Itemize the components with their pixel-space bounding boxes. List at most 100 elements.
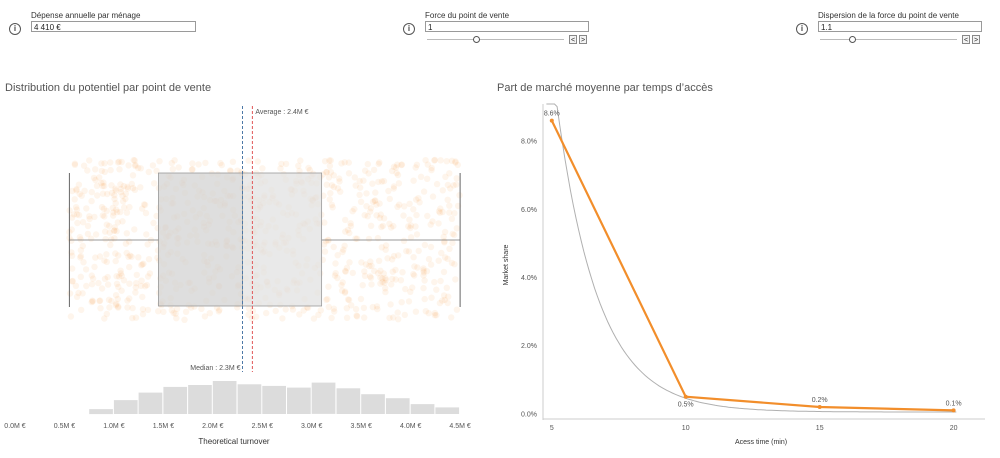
jitter-point	[425, 255, 433, 263]
jitter-point	[132, 289, 139, 296]
household-spend-input[interactable]: 4 410 €	[31, 21, 196, 32]
jitter-point	[351, 205, 358, 213]
jitter-point	[369, 198, 377, 206]
jitter-point	[123, 249, 130, 257]
jitter-point	[345, 170, 353, 177]
jitter-point	[377, 280, 384, 287]
jitter-point	[135, 254, 142, 261]
strength-dispersion-input[interactable]: 1.1	[818, 21, 982, 32]
jitter-point	[78, 306, 85, 314]
x-tick-label: 5	[550, 425, 554, 432]
y-axis-label: Market share	[503, 244, 510, 285]
x-axis-ticks: 0.0M € 0.5M € 1.0M € 1.5M € 2.0M € 2.5M € 3.0M…	[4, 423, 471, 430]
jitter-point	[141, 201, 149, 208]
jitter-point	[420, 265, 427, 272]
x-axis: 5 10 15 20	[543, 418, 985, 432]
store-strength-slider-track[interactable]	[427, 39, 564, 40]
y-tick-label: 6.0%	[521, 207, 537, 214]
jitter-point	[88, 197, 95, 205]
jitter-point	[367, 222, 375, 229]
jitter-point	[325, 283, 332, 290]
x-tick-label: 0.5M €	[54, 423, 76, 430]
jitter-point	[80, 259, 87, 266]
jitter-point	[390, 222, 397, 230]
jitter-point	[140, 260, 147, 267]
jitter-point	[115, 283, 122, 291]
jitter-point	[356, 191, 363, 199]
jitter-point	[360, 177, 367, 184]
jitter-point	[451, 210, 458, 217]
strength-dispersion-slider-thumb[interactable]	[848, 36, 856, 43]
jitter-point	[131, 226, 138, 233]
jitter-point	[328, 314, 335, 322]
jitter-point	[114, 219, 122, 226]
jitter-point	[96, 174, 103, 181]
jitter-point	[326, 196, 333, 203]
jitter-point	[342, 268, 349, 275]
jitter-point	[259, 165, 266, 172]
info-icon[interactable]: i	[9, 23, 21, 35]
strength-dispersion-prev-button[interactable]: <	[962, 35, 970, 44]
jitter-point	[321, 219, 328, 226]
jitter-point	[346, 259, 353, 266]
jitter-point	[137, 184, 144, 191]
jitter-point	[68, 226, 75, 233]
jitter-point	[126, 252, 134, 259]
jitter-point	[181, 316, 188, 323]
jitter-point	[369, 180, 376, 187]
jitter-point	[453, 306, 461, 313]
store-strength-input[interactable]: 1	[425, 21, 589, 32]
data-point	[817, 405, 822, 409]
jitter-point	[361, 314, 368, 321]
jitter-point	[382, 275, 389, 282]
jitter-point	[358, 259, 365, 266]
series-line	[550, 120, 954, 412]
strength-dispersion-slider-track[interactable]	[820, 39, 957, 40]
jitter-point	[142, 209, 150, 217]
jitter-point	[75, 181, 83, 188]
jitter-point	[168, 159, 175, 167]
jitter-point	[115, 273, 123, 280]
info-icon[interactable]: i	[403, 23, 415, 35]
store-strength-prev-button[interactable]: <	[569, 35, 577, 44]
jitter-point	[78, 192, 85, 199]
jitter-point	[249, 307, 257, 315]
histogram-bar	[163, 386, 188, 414]
jitter-point	[169, 166, 176, 173]
data-label: 8.6%	[544, 111, 560, 118]
store-strength-slider-thumb[interactable]	[473, 36, 481, 43]
info-icon[interactable]: i	[796, 23, 808, 35]
jitter-point	[112, 292, 120, 299]
jitter-point	[168, 307, 175, 314]
jitter-point	[245, 157, 252, 164]
jitter-point	[117, 188, 125, 196]
jitter-point	[140, 201, 148, 208]
jitter-point	[80, 162, 88, 169]
jitter-point	[112, 257, 119, 265]
jitter-point	[400, 237, 408, 244]
average-reference-label: Average : 2.4M €	[255, 109, 308, 116]
store-strength-next-button[interactable]: >	[579, 35, 587, 44]
jitter-point	[77, 236, 84, 243]
jitter-point	[113, 208, 121, 216]
jitter-point	[340, 246, 347, 253]
jitter-point	[172, 310, 179, 317]
jitter-point	[139, 293, 146, 301]
jitter-point	[326, 157, 333, 164]
jitter-point	[69, 278, 76, 285]
jitter-point	[385, 187, 392, 195]
histogram-bar	[138, 392, 163, 414]
jitter-point	[443, 284, 450, 291]
jitter-point	[254, 158, 261, 165]
jitter-point	[370, 166, 378, 174]
jitter-point	[363, 190, 370, 197]
y-tick-label: 4.0%	[521, 275, 537, 282]
strength-dispersion-next-button[interactable]: >	[972, 35, 980, 44]
jitter-point	[107, 159, 114, 166]
jitter-point	[112, 302, 120, 309]
jitter-point	[89, 298, 97, 305]
jitter-point	[277, 165, 284, 172]
jitter-point	[412, 308, 420, 315]
jitter-point	[431, 278, 438, 286]
jitter-point	[411, 263, 418, 270]
